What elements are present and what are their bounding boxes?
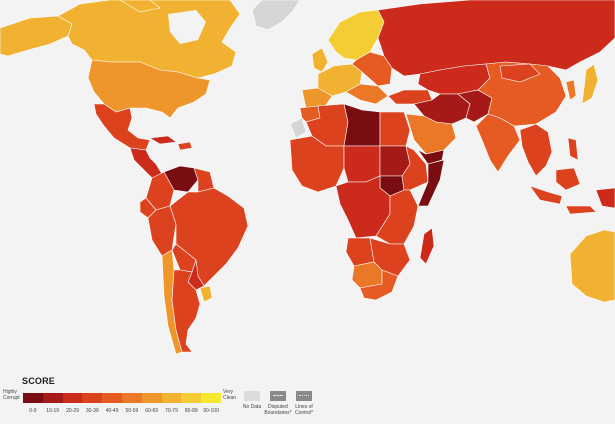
region-sahel[interactable] (343, 145, 381, 183)
region-namibia[interactable] (351, 261, 383, 289)
legend-tick-30-39: 30-39 (85, 408, 99, 414)
legend-swatch-50-59 (121, 393, 142, 403)
legend-high-label: Very Clean (223, 389, 237, 401)
legend-tick-0-9: 0-9 (29, 408, 37, 414)
region-madagascar[interactable] (419, 227, 435, 265)
legend-no-data: No Data (236, 391, 268, 411)
region-korea[interactable] (565, 79, 577, 101)
legend-tick-50-59: 50-59 (125, 408, 139, 414)
disputed-boundaries-swatch (270, 391, 286, 401)
region-papua[interactable] (595, 187, 615, 209)
region-mexico[interactable] (93, 103, 151, 151)
region-india[interactable] (475, 113, 521, 173)
region-australia[interactable] (569, 229, 615, 303)
region-yemen[interactable] (417, 149, 445, 165)
no-data-swatch (244, 391, 260, 401)
region-somalia[interactable] (417, 159, 445, 207)
region-egypt[interactable] (379, 111, 411, 147)
legend-low-label: Highly Corrupt (3, 389, 20, 401)
legend-swatch-30-39 (82, 393, 103, 403)
region-indonesia[interactable] (529, 185, 563, 205)
legend-disputed: Disputed Boundaries* (262, 391, 294, 416)
region-mongolia[interactable] (499, 63, 541, 83)
lines-of-control-label: Lines of Control* (294, 404, 314, 416)
region-southeast-asia[interactable] (519, 123, 553, 177)
legend-color-scale (23, 393, 221, 403)
legend-swatch-10-19 (42, 393, 63, 403)
legend-swatch-0-9 (23, 393, 43, 403)
disputed-boundaries-label: Disputed Boundaries* (264, 404, 292, 416)
legend-tick-70-79: 70-79 (165, 408, 178, 414)
region-west-africa[interactable] (289, 135, 345, 193)
legend: SCORE Highly Corrupt Very Clean 0-9 10-19… (0, 372, 615, 424)
region-western-sahara[interactable] (289, 117, 307, 139)
region-alaska[interactable] (0, 15, 73, 57)
region-borneo[interactable] (555, 167, 581, 191)
no-data-label: No Data (242, 404, 262, 410)
legend-lines-of-control: Lines of Control* (288, 391, 320, 416)
legend-tick-90-100: 90-100 (203, 408, 219, 414)
legend-tick-60-69: 60-69 (145, 408, 159, 414)
region-iberia[interactable] (301, 87, 333, 109)
lines-of-control-swatch (296, 391, 312, 401)
region-greenland[interactable] (251, 0, 301, 31)
region-hispaniola[interactable] (177, 141, 193, 151)
region-south-africa[interactable] (359, 269, 399, 301)
legend-swatch-70-79 (161, 393, 182, 403)
region-philippines[interactable] (567, 137, 579, 161)
legend-title: SCORE (22, 376, 56, 386)
region-indonesia-east[interactable] (565, 205, 597, 215)
region-uruguay[interactable] (199, 285, 213, 303)
region-arctic-islands[interactable] (119, 0, 161, 13)
region-eastern-europe[interactable] (351, 51, 393, 87)
legend-tick-40-49: 40-49 (105, 408, 119, 414)
legend-tick-80-89: 80-89 (184, 408, 198, 414)
legend-swatch-40-49 (102, 393, 122, 403)
legend-swatch-60-69 (141, 393, 162, 403)
region-japan[interactable] (581, 63, 599, 105)
legend-swatch-90-100 (201, 393, 221, 403)
region-east-africa[interactable] (375, 189, 419, 245)
legend-tick-20-29: 20-29 (66, 408, 79, 414)
region-uk[interactable] (311, 47, 329, 73)
legend-swatch-80-89 (181, 393, 202, 403)
legend-swatch-20-29 (62, 393, 83, 403)
region-argentina[interactable] (171, 269, 201, 353)
region-arabia[interactable] (405, 113, 457, 155)
region-peru[interactable] (147, 205, 177, 257)
legend-tick-10-19: 10-19 (46, 408, 60, 414)
region-cuba[interactable] (149, 135, 177, 145)
legend-tick-labels: 0-9 10-19 20-29 30-39 40-49 50-59 60-69 70-79 80… (23, 408, 221, 414)
hudson-bay (168, 10, 206, 44)
